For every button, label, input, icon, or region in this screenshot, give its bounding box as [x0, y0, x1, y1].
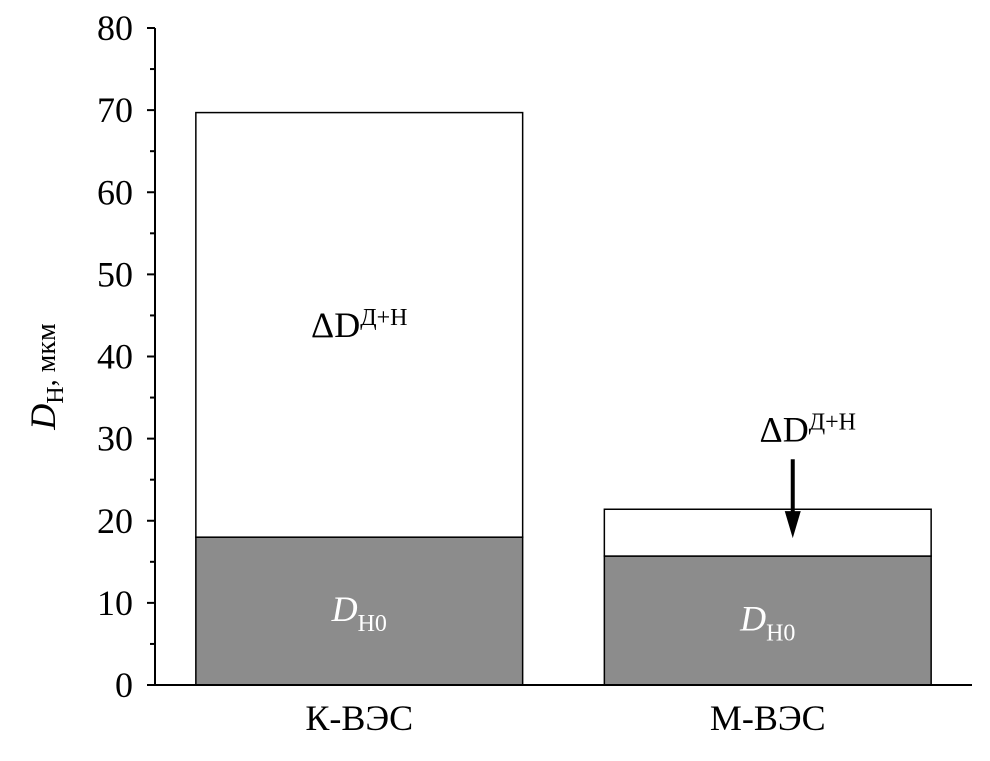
series-label-name: ΔD: [760, 409, 809, 449]
series-label-name: ΔD: [311, 305, 360, 345]
series-label-sup: Д+Н: [360, 305, 407, 331]
series-label-sup: Д+Н: [809, 409, 856, 435]
series-label: ΔDД+Н: [311, 305, 407, 345]
series-label-sub: Н0: [358, 611, 387, 637]
y-tick-label: 20: [97, 501, 133, 541]
y-label-main: D: [23, 404, 63, 431]
series-label-name: D: [739, 599, 766, 639]
y-tick-label: 70: [97, 90, 133, 130]
y-axis-label: DН, мкм: [23, 323, 69, 431]
series-label: ΔDД+Н: [760, 409, 856, 449]
y-tick-label: 10: [97, 583, 133, 623]
bar-segment: [195, 536, 524, 686]
x-tick-label: М-ВЭС: [710, 698, 826, 738]
series-label-name: D: [331, 589, 358, 629]
y-tick-label: 60: [97, 172, 133, 212]
y-tick-label: 50: [97, 254, 133, 294]
y-label-unit: , мкм: [31, 323, 62, 386]
x-tick-label: К-ВЭС: [305, 698, 413, 738]
y-tick-label: 40: [97, 337, 133, 377]
y-label-sub: Н: [43, 386, 69, 403]
y-tick-label: 0: [115, 665, 133, 705]
series-label: DН0: [739, 599, 795, 647]
y-tick-label: 30: [97, 419, 133, 459]
y-tick-label: 80: [97, 8, 133, 48]
series-label: DН0: [331, 589, 387, 637]
bar-segment: [603, 508, 932, 557]
arrow-head: [784, 511, 801, 539]
bar-segment: [195, 111, 524, 538]
series-label-sub: Н0: [766, 621, 795, 647]
